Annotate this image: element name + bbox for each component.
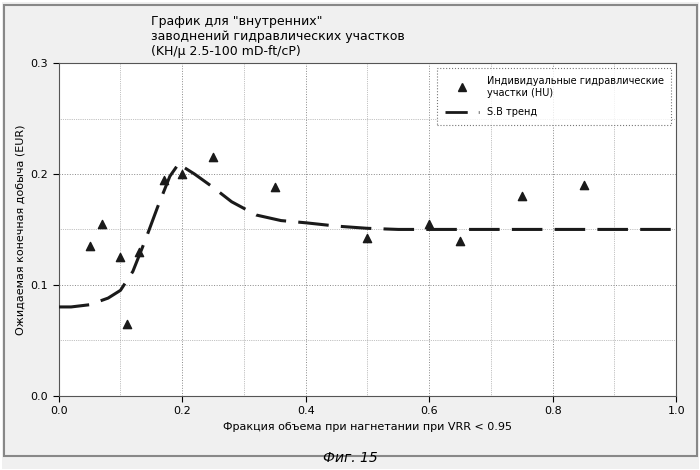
X-axis label: Фракция объема при нагнетании при VRR < 0.95: Фракция объема при нагнетании при VRR < …: [223, 422, 512, 431]
Point: [270, 184, 281, 191]
Point: [158, 176, 169, 183]
Point: [176, 170, 188, 178]
Text: Фиг. 15: Фиг. 15: [323, 451, 377, 465]
Point: [121, 320, 132, 327]
Point: [454, 237, 466, 244]
Point: [424, 220, 435, 227]
Legend: Индивидуальные гидравлические
участки (HU), S.B тренд: Индивидуальные гидравлические участки (H…: [437, 68, 671, 125]
Point: [207, 154, 218, 161]
Y-axis label: Ожидаемая конечная добыча (EUR): Ожидаемая конечная добыча (EUR): [15, 124, 25, 335]
Point: [516, 192, 527, 200]
Point: [134, 248, 145, 255]
Point: [578, 181, 589, 189]
Point: [362, 235, 373, 242]
Point: [97, 220, 108, 227]
Point: [115, 253, 126, 261]
Point: [84, 242, 95, 250]
Text: График для "внутренних"
заводнений гидравлических участков
(KH/μ 2.5-100 mD-ft/c: График для "внутренних" заводнений гидра…: [151, 15, 405, 58]
